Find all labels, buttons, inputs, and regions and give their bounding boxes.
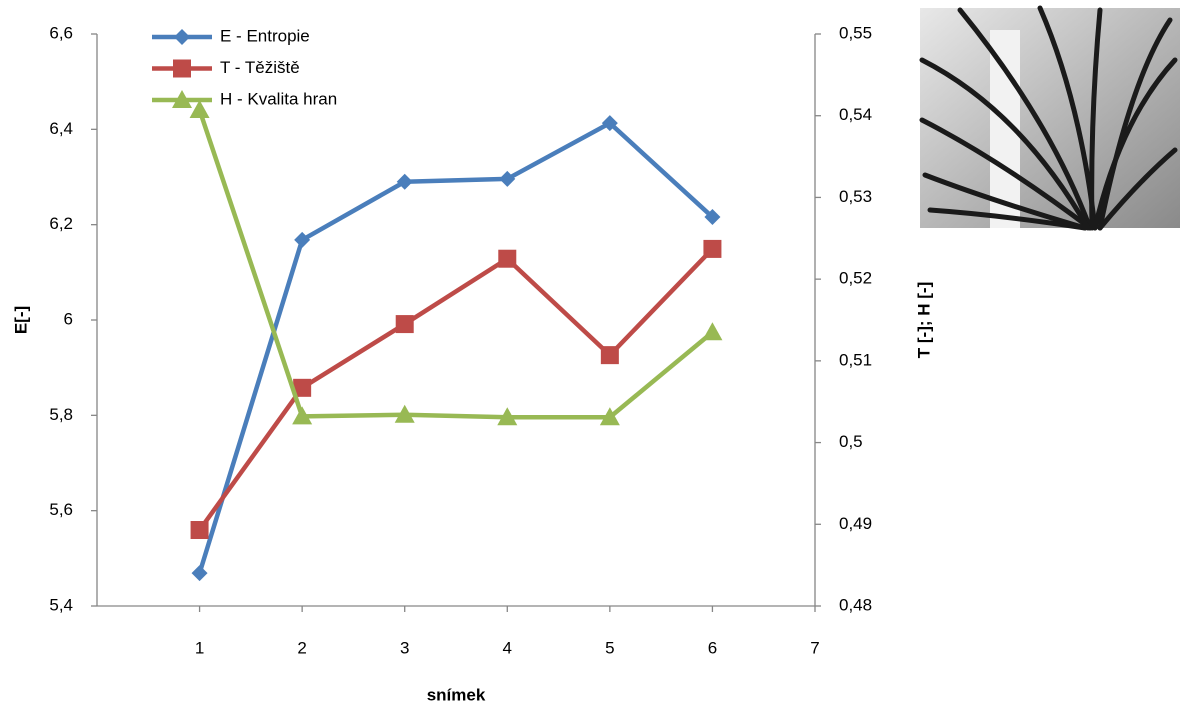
marker [395,315,414,334]
legend-label: H - Kvalita hran [220,89,337,108]
y-tick-label: 5,8 [49,405,73,424]
y2-tick-label: 0,53 [839,187,872,206]
x-tick-label: 1 [195,638,204,657]
series-line [197,247,715,532]
marker [599,407,620,426]
x-tick-label: 5 [605,638,614,657]
marker [498,249,517,268]
legend-label: E - Entropie [220,26,310,45]
y2-tick-label: 0,51 [839,350,872,369]
marker [497,407,518,426]
y2-tick-label: 0,48 [839,595,872,614]
legend-label: T - Těžiště [220,58,300,77]
series-line [197,120,714,574]
marker [601,115,618,132]
y-tick-label: 5,6 [49,500,73,519]
y2-tick-label: 0,54 [839,105,872,124]
marker [172,90,192,108]
marker [293,378,312,397]
x-tick-label: 7 [810,638,819,657]
y-tick-label: 6 [64,309,73,328]
y2-tick-label: 0,55 [839,23,872,42]
marker [499,170,516,187]
x-tick-label: 4 [503,638,512,657]
y-tick-label: 5,4 [49,595,73,614]
photo [919,5,1180,231]
marker [173,59,191,78]
marker [704,209,721,226]
x-tick-label: 6 [708,638,717,657]
y2-tick-label: 0,49 [839,514,872,533]
marker [703,239,722,258]
marker [294,231,311,248]
y2-tick-label: 0,5 [839,432,863,451]
marker [394,404,415,423]
marker [189,99,210,118]
y-tick-label: 6,2 [49,214,73,233]
y-axis-title: E[-] [11,306,30,334]
y2-tick-label: 0,52 [839,269,872,288]
x-tick-label: 3 [400,638,409,657]
marker [191,565,208,582]
y-tick-label: 6,6 [49,23,73,42]
marker [190,521,209,540]
marker [174,29,190,45]
marker [702,322,723,341]
series-line [197,109,714,420]
y2-axis-title: T [-]; H [-] [914,282,933,358]
x-axis-title: snímek [427,685,486,704]
marker [292,406,313,425]
marker [396,173,413,190]
marker [600,346,619,365]
x-tick-label: 2 [297,638,306,657]
y-tick-label: 6,4 [49,119,73,138]
